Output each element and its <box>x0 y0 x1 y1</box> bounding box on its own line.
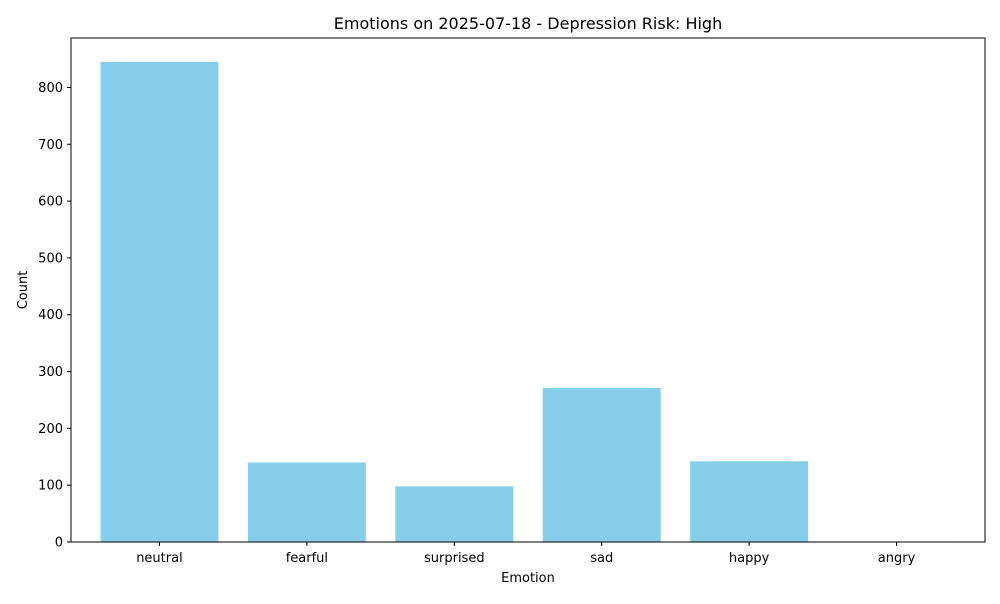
y-tick-label-500: 500 <box>38 251 63 266</box>
x-tick-label-sad: sad <box>590 551 613 566</box>
x-tick-label-neutral: neutral <box>136 551 183 566</box>
x-axis: neutral fearful surprised sad happy angry <box>136 542 916 566</box>
bar-fearful <box>247 462 366 542</box>
y-tick-label-600: 600 <box>38 195 63 210</box>
y-tick-label-800: 800 <box>38 81 63 96</box>
bars-layer <box>100 61 956 542</box>
x-axis-title: Emotion <box>501 571 555 586</box>
y-tick-label-400: 400 <box>38 308 63 323</box>
y-tick-label-200: 200 <box>38 422 63 437</box>
y-tick-label-300: 300 <box>38 365 63 380</box>
plot-frame <box>70 37 986 543</box>
x-tick-label-happy: happy <box>729 551 770 566</box>
bar-happy <box>690 461 809 542</box>
bar-surprised <box>395 486 514 542</box>
y-tick-label-0: 0 <box>55 536 63 551</box>
x-tick-label-angry: angry <box>878 551 916 566</box>
y-axis: 0 100 200 300 400 500 600 700 800 <box>38 81 71 551</box>
y-tick-label-100: 100 <box>38 479 63 494</box>
bar-neutral <box>100 61 219 542</box>
y-tick-label-700: 700 <box>38 138 63 153</box>
x-tick-label-fearful: fearful <box>286 551 328 566</box>
y-axis-title: Count <box>16 271 31 310</box>
bar-sad <box>542 388 661 542</box>
chart-title: Emotions on 2025-07-18 - Depression Risk… <box>334 14 722 33</box>
x-tick-label-surprised: surprised <box>424 551 485 566</box>
